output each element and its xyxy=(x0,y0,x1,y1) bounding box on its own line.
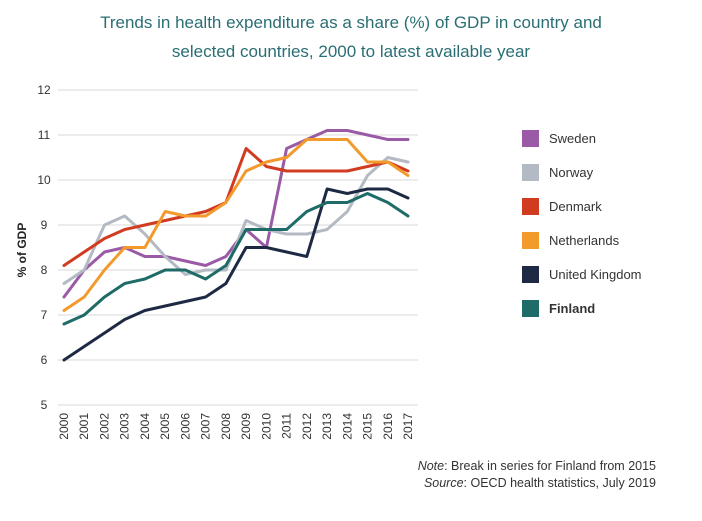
gridlines xyxy=(58,89,418,406)
x-tick-label: 2017 xyxy=(401,413,415,440)
x-tick-label: 2000 xyxy=(57,413,71,440)
chart-notes: Note: Break in series for Finland from 2… xyxy=(418,458,656,492)
x-tick-label: 2011 xyxy=(280,413,294,439)
y-axis-ticks: 5 6 7 8 9 10 11 12 xyxy=(37,83,51,412)
legend-label-sweden: Sweden xyxy=(549,131,596,146)
legend-label-netherlands: Netherlands xyxy=(549,233,620,248)
legend-swatch-netherlands xyxy=(522,232,539,249)
chart-title-line-2: selected countries, 2000 to latest avail… xyxy=(171,42,531,61)
series-line-united-kingdom xyxy=(62,187,410,362)
note-label: Note xyxy=(417,459,445,473)
legend-swatch-finland xyxy=(522,300,539,317)
y-tick-label: 12 xyxy=(37,83,51,97)
chart-title-line-1: Trends in health expenditure as a share … xyxy=(100,13,602,32)
x-tick-label: 2015 xyxy=(361,413,375,440)
x-tick-label: 2003 xyxy=(118,413,132,440)
x-tick-label: 2007 xyxy=(199,413,213,440)
legend: Sweden Norway Denmark Netherlands United Kin… xyxy=(522,130,642,317)
legend-swatch-norway xyxy=(522,164,539,181)
x-tick-label: 2014 xyxy=(340,413,354,440)
series-line-netherlands xyxy=(62,138,410,312)
legend-label-denmark: Denmark xyxy=(549,199,602,214)
source-line: Source: OECD health statistics, July 201… xyxy=(418,475,656,492)
series-line-denmark xyxy=(62,147,410,267)
x-tick-label: 2001 xyxy=(77,413,91,440)
note-line: Note: Break in series for Finland from 2… xyxy=(418,458,656,475)
y-tick-label: 7 xyxy=(41,308,48,322)
series-line-finland xyxy=(62,192,410,326)
series-lines xyxy=(62,129,410,362)
y-tick-label: 5 xyxy=(41,398,48,412)
legend-label-united-kingdom: United Kingdom xyxy=(549,267,642,282)
x-tick-label: 2005 xyxy=(158,413,172,440)
y-tick-label: 10 xyxy=(37,173,51,187)
legend-label-finland: Finland xyxy=(549,301,595,316)
legend-swatch-denmark xyxy=(522,198,539,215)
x-tick-label: 2010 xyxy=(259,413,273,440)
x-tick-label: 2012 xyxy=(300,413,314,440)
x-tick-label: 2006 xyxy=(178,413,192,440)
x-tick-label: 2002 xyxy=(97,413,111,440)
y-tick-label: 6 xyxy=(41,353,48,367)
series-line-sweden xyxy=(62,129,410,299)
y-axis-label: % of GDP xyxy=(15,223,29,278)
x-tick-label: 2013 xyxy=(320,413,334,440)
note-text: : Break in series for Finland from 2015 xyxy=(444,459,656,473)
legend-label-norway: Norway xyxy=(549,165,594,180)
legend-swatch-united-kingdom xyxy=(522,266,539,283)
x-tick-label: 2016 xyxy=(381,413,395,440)
legend-swatch-sweden xyxy=(522,130,539,147)
x-tick-label: 2008 xyxy=(219,413,233,440)
x-axis-ticks: 2000 2001 2002 2003 2004 2005 2006 2007 2008 2009… xyxy=(57,413,415,440)
y-tick-label: 8 xyxy=(41,263,48,277)
x-tick-label: 2009 xyxy=(239,413,253,440)
x-tick-label: 2004 xyxy=(138,413,152,440)
source-label: Source xyxy=(423,476,464,490)
source-text: : OECD health statistics, July 2019 xyxy=(463,476,656,490)
y-tick-label: 11 xyxy=(38,128,51,142)
y-tick-label: 9 xyxy=(41,218,48,232)
chart-title: Trends in health expenditure as a share … xyxy=(0,8,702,66)
